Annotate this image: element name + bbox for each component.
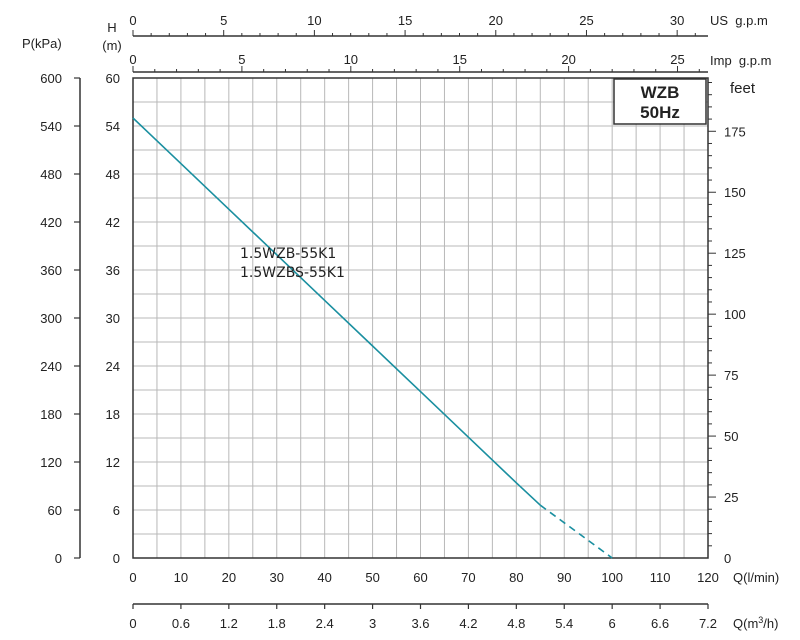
q-m3h-tick-label: 7.2 [699, 616, 717, 631]
feet-tick-label: 0 [724, 551, 731, 566]
performance-curve-solid [132, 117, 541, 506]
us-gpm-tick-label: 20 [489, 13, 503, 28]
q-lmin-tick-label: 70 [461, 570, 475, 585]
series-label-1: 1.5WZB-55K1 [240, 246, 336, 262]
p-tick-label: 300 [40, 311, 62, 326]
q-m3h-tick-label: 1.8 [268, 616, 286, 631]
h-tick-label: 24 [106, 359, 120, 374]
feet-tick-label: 125 [724, 246, 746, 261]
q-lmin-tick-label: 100 [601, 570, 623, 585]
q-m3h-tick-label: 4.8 [507, 616, 525, 631]
q-lmin-tick-label: 30 [270, 570, 284, 585]
q-lmin-tick-label: 110 [650, 570, 671, 585]
brand-model: WZB [641, 83, 680, 102]
q-m3h-tick-label: 3.6 [411, 616, 429, 631]
h-tick-label: 12 [106, 455, 120, 470]
h-tick-label: 54 [106, 119, 120, 134]
p-tick-label: 480 [40, 167, 62, 182]
p-tick-label: 60 [48, 503, 62, 518]
chart-axes: 0612182430364248546006012018024030036042… [40, 13, 745, 631]
feet-axis-title: feet [730, 80, 756, 97]
q-lmin-tick-label: 60 [413, 570, 427, 585]
p-tick-label: 240 [40, 359, 62, 374]
us-gpm-tick-label: 0 [129, 13, 136, 28]
us-gpm-tick-label: 30 [670, 13, 684, 28]
q-m3h-tick-label: 6 [609, 616, 616, 631]
us-gpm-tick-label: 10 [307, 13, 321, 28]
q-m3h-tick-label: 3 [369, 616, 376, 631]
series-label-2: 1.5WZBS-55K1 [240, 265, 345, 281]
chart-grid [133, 78, 708, 558]
feet-tick-label: 150 [724, 185, 746, 200]
q-m3h-tick-label: 0 [129, 616, 136, 631]
us-gpm-tick-label: 5 [220, 13, 227, 28]
imp-gpm-tick-label: 5 [238, 52, 245, 67]
imp-gpm-tick-label: 20 [561, 52, 575, 67]
q-lmin-tick-label: 50 [365, 570, 379, 585]
q-m3h-tick-label: 5.4 [555, 616, 573, 631]
h-tick-label: 60 [106, 71, 120, 86]
q-m3h-tick-label: 6.6 [651, 616, 669, 631]
p-tick-label: 420 [40, 215, 62, 230]
q-lmin-tick-label: 20 [222, 570, 236, 585]
h-axis-title-line2: (m) [102, 38, 122, 53]
chart-curves [132, 117, 613, 559]
feet-tick-label: 25 [724, 490, 738, 505]
p-tick-label: 0 [55, 551, 62, 566]
q-lmin-tick-label: 80 [509, 570, 523, 585]
us-gpm-tick-label: 25 [579, 13, 593, 28]
q-m3h-tick-label: 1.2 [220, 616, 238, 631]
h-tick-label: 42 [106, 215, 120, 230]
us-gpm-axis-title: US g.p.m [710, 13, 768, 28]
q-m3h-tick-label: 4.2 [459, 616, 477, 631]
p-tick-label: 600 [40, 71, 62, 86]
imp-gpm-tick-label: 0 [129, 52, 136, 67]
h-tick-label: 6 [113, 503, 120, 518]
h-tick-label: 18 [106, 407, 120, 422]
q-lmin-tick-label: 90 [557, 570, 571, 585]
q-m3h-tick-label: 2.4 [316, 616, 334, 631]
p-tick-label: 360 [40, 263, 62, 278]
feet-tick-label: 100 [724, 307, 746, 322]
plot-frame [132, 77, 709, 559]
us-gpm-tick-label: 15 [398, 13, 412, 28]
h-tick-label: 48 [106, 167, 120, 182]
brand-box [613, 78, 707, 125]
q-lmin-axis-title: Q(l/min) [733, 570, 779, 585]
q-lmin-tick-label: 10 [174, 570, 188, 585]
feet-tick-label: 75 [724, 368, 738, 383]
performance-curve-dashed [539, 504, 613, 559]
feet-tick-label: 175 [724, 124, 746, 139]
p-axis-title: P(kPa) [22, 36, 62, 51]
imp-gpm-tick-label: 25 [670, 52, 684, 67]
imp-gpm-tick-label: 15 [452, 52, 466, 67]
h-tick-label: 0 [113, 551, 120, 566]
h-tick-label: 36 [106, 263, 120, 278]
q-m3h-tick-label: 0.6 [172, 616, 190, 631]
q-lmin-tick-label: 0 [129, 570, 136, 585]
p-tick-label: 120 [40, 455, 62, 470]
p-tick-label: 180 [40, 407, 62, 422]
p-tick-label: 540 [40, 119, 62, 134]
feet-tick-label: 50 [724, 429, 738, 444]
imp-gpm-tick-label: 10 [344, 52, 358, 67]
q-lmin-tick-label: 120 [697, 570, 719, 585]
brand-frequency: 50Hz [640, 103, 680, 122]
q-lmin-tick-label: 40 [317, 570, 331, 585]
imp-gpm-axis-title: Imp g.p.m [710, 53, 771, 68]
h-tick-label: 30 [106, 311, 120, 326]
q-m3h-axis-title: Q(m3/h) [733, 615, 778, 631]
h-axis-title-line1: H [107, 20, 116, 35]
